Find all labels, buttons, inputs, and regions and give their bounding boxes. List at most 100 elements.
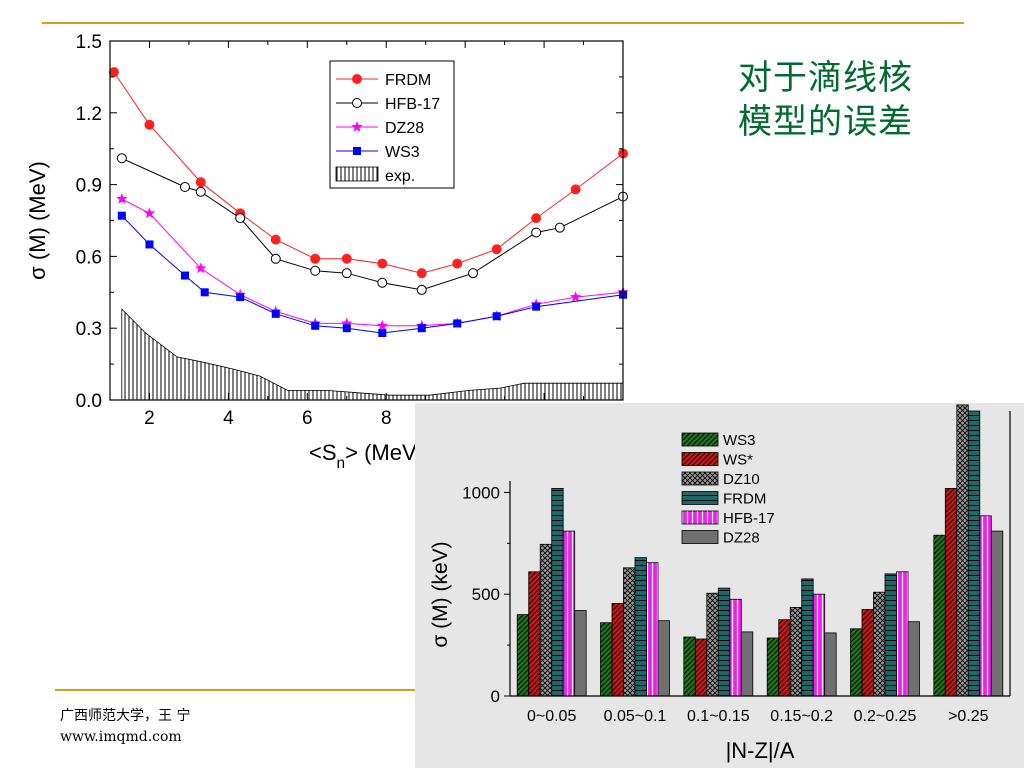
legend-swatch — [681, 510, 719, 525]
sn-error-line-chart: 24681012140.00.30.60.91.21.5<Sn> (MeV)σ … — [25, 32, 634, 472]
bar-dz10 — [623, 567, 636, 697]
y-tick-label: 1.2 — [76, 104, 102, 125]
x-tick-label: 0.1~0.15 — [687, 708, 750, 725]
bar-ws-star — [944, 488, 958, 697]
data-point — [271, 309, 280, 318]
data-point — [378, 328, 387, 337]
footer-website: www.imqmd.com — [60, 729, 182, 745]
bar-dz28 — [740, 631, 754, 697]
data-point — [195, 177, 206, 188]
legend-marker — [351, 121, 363, 132]
x-tick-label: 0.05~0.1 — [604, 708, 667, 725]
isospin-error-bar-chart: 0~0.05 0.05~0.1 0.1~0.15 0.15~0.2 0.2~0.25 >0… — [415, 403, 1024, 768]
data-point — [453, 319, 462, 328]
series-exp-area — [121, 308, 624, 401]
data-point — [143, 207, 156, 219]
bar-ws3 — [516, 614, 530, 697]
legend-swatch — [681, 452, 719, 466]
bar-frdm — [717, 587, 731, 697]
chart-legend: WS3 WS* DZ10 FRDM HFB-17 DZ28 — [681, 432, 775, 547]
x-tick-label: 6 — [302, 408, 313, 429]
legend-label: WS3 — [723, 432, 756, 449]
data-point — [342, 324, 351, 333]
legend-item-exp: exp. — [335, 166, 415, 185]
legend-marker — [353, 147, 361, 155]
y-tick-label: 1.5 — [76, 32, 102, 53]
bar-frdm — [551, 488, 564, 697]
data-point — [341, 253, 352, 264]
legend-marker — [352, 74, 362, 84]
data-point — [117, 211, 126, 220]
data-point — [570, 184, 581, 195]
y-tick-label: 0.9 — [76, 176, 102, 197]
bar-frdm — [634, 557, 647, 697]
chart-legend: FRDM HFB-17 DZ28 WS3 exp. — [329, 60, 455, 189]
bar-frdm — [801, 578, 814, 697]
data-point — [236, 293, 245, 302]
bar-hfb-17 — [896, 571, 909, 697]
x-tick-label: 0.15~0.2 — [770, 708, 833, 725]
legend-swatch — [681, 471, 719, 486]
data-point — [468, 268, 479, 279]
data-point — [341, 317, 353, 329]
legend-marker — [352, 98, 362, 108]
chart-background — [415, 403, 1024, 768]
data-point — [311, 321, 320, 330]
legend-item-dz10: DZ10 — [681, 471, 760, 488]
data-point — [532, 302, 541, 311]
x-tick-label: 4 — [223, 408, 234, 429]
bar-ws-star — [861, 609, 874, 697]
data-point — [235, 213, 246, 224]
heading-line-2: 模型的误差 — [738, 102, 913, 142]
bar-dz28 — [907, 621, 920, 697]
bar-dz28 — [574, 610, 587, 697]
data-point — [417, 324, 426, 333]
legend-label: DZ28 — [385, 120, 424, 137]
bar-hfb-17 — [979, 515, 992, 697]
data-point — [144, 119, 155, 130]
bar-dz28 — [824, 632, 837, 697]
legend-label: HFB-17 — [385, 96, 440, 113]
data-point — [116, 193, 128, 204]
heading-line-1: 对于滴线核 — [738, 58, 913, 98]
data-point — [200, 288, 209, 297]
legend-label: WS3 — [385, 144, 420, 161]
legend-item-ws3: WS3 — [681, 432, 756, 449]
bar-hfb-17 — [646, 562, 659, 697]
x-tick-label: 0.2~0.25 — [854, 708, 917, 725]
bar-ws-star — [528, 571, 541, 697]
bar-hfb-17 — [812, 593, 826, 697]
legend-item-frdm: FRDM — [336, 72, 431, 89]
bar-ws3 — [683, 636, 696, 697]
x-tick-label: 8 — [381, 408, 392, 429]
data-point — [416, 284, 427, 295]
legend-item-hfb-17: HFB-17 — [681, 510, 775, 527]
bar-ws3 — [933, 534, 946, 697]
data-point — [569, 291, 582, 302]
data-point — [341, 268, 352, 279]
bar-hfb-17 — [729, 598, 742, 697]
series-line — [121, 198, 624, 327]
data-point — [554, 222, 565, 233]
x-axis-label: <Sn> (MeV) — [309, 440, 424, 472]
bar-dz10 — [873, 591, 886, 697]
bar-ws3 — [850, 628, 863, 697]
data-point — [377, 277, 388, 288]
data-point — [377, 258, 388, 269]
data-point — [310, 265, 321, 276]
data-point — [492, 312, 501, 321]
bar-frdm — [884, 573, 897, 697]
legend-label: FRDM — [723, 491, 766, 508]
y-tick-label: 500 — [472, 585, 500, 604]
data-point — [179, 181, 190, 192]
legend-item-hfb-17: HFB-17 — [336, 96, 440, 113]
data-point — [531, 227, 542, 238]
footer-institution: 广西师范大学，王 宁 — [60, 708, 191, 724]
legend-swatch — [681, 491, 719, 505]
bar-dz10 — [706, 592, 719, 697]
series-line — [121, 215, 624, 334]
legend-swatch — [335, 166, 379, 182]
data-point — [531, 213, 542, 224]
legend-item-frdm: FRDM — [681, 491, 766, 508]
data-point — [270, 253, 281, 264]
